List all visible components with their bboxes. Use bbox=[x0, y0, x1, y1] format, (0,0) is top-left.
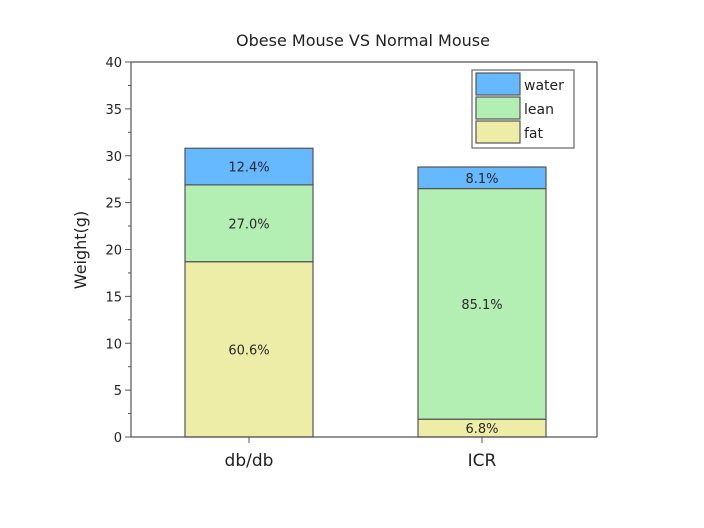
axes-group: db/db ICR 0 5 10 15 20 25 30 35 40 bbox=[105, 56, 598, 471]
bar-segment-lean bbox=[417, 187, 547, 420]
y-tick-label: 30 bbox=[105, 150, 122, 165]
data-label: 8.1% bbox=[465, 172, 498, 187]
y-tick-label: 10 bbox=[105, 337, 122, 352]
bar-segment-water bbox=[417, 166, 547, 190]
y-axis-label: Weight(g) bbox=[71, 211, 90, 289]
data-label: 12.4% bbox=[228, 161, 269, 176]
x-tick-label: ICR bbox=[468, 451, 497, 471]
bar-segment-lean bbox=[184, 184, 314, 263]
y-tick-label: 0 bbox=[114, 431, 122, 446]
y-tick-label: 15 bbox=[105, 290, 122, 305]
data-label: 60.6% bbox=[228, 343, 269, 358]
legend: water lean fat bbox=[471, 69, 575, 149]
data-label: 85.1% bbox=[461, 298, 502, 313]
legend-label-fat: fat bbox=[524, 126, 544, 142]
chart-title: Obese Mouse VS Normal Mouse bbox=[236, 31, 490, 50]
bar-segment-fat bbox=[184, 261, 314, 438]
y-tick-label: 35 bbox=[105, 103, 122, 118]
x-tick-label: db/db bbox=[225, 451, 274, 471]
bars-group: 60.6% 27.0% 12.4% 6.8% 85.1% 8.1% bbox=[184, 147, 547, 438]
legend-swatch-fat bbox=[475, 120, 521, 144]
data-label: 6.8% bbox=[465, 422, 498, 437]
y-tick-label: 40 bbox=[105, 56, 122, 71]
data-label: 27.0% bbox=[228, 217, 269, 232]
y-tick-label: 25 bbox=[105, 197, 122, 212]
legend-swatch-water bbox=[475, 72, 521, 96]
y-tick-label: 5 bbox=[114, 384, 122, 399]
legend-label-lean: lean bbox=[524, 102, 554, 118]
bar-segment-water bbox=[184, 147, 314, 186]
y-tick-label: 20 bbox=[105, 244, 122, 259]
legend-swatch-lean bbox=[475, 96, 521, 120]
legend-label-water: water bbox=[524, 78, 564, 94]
